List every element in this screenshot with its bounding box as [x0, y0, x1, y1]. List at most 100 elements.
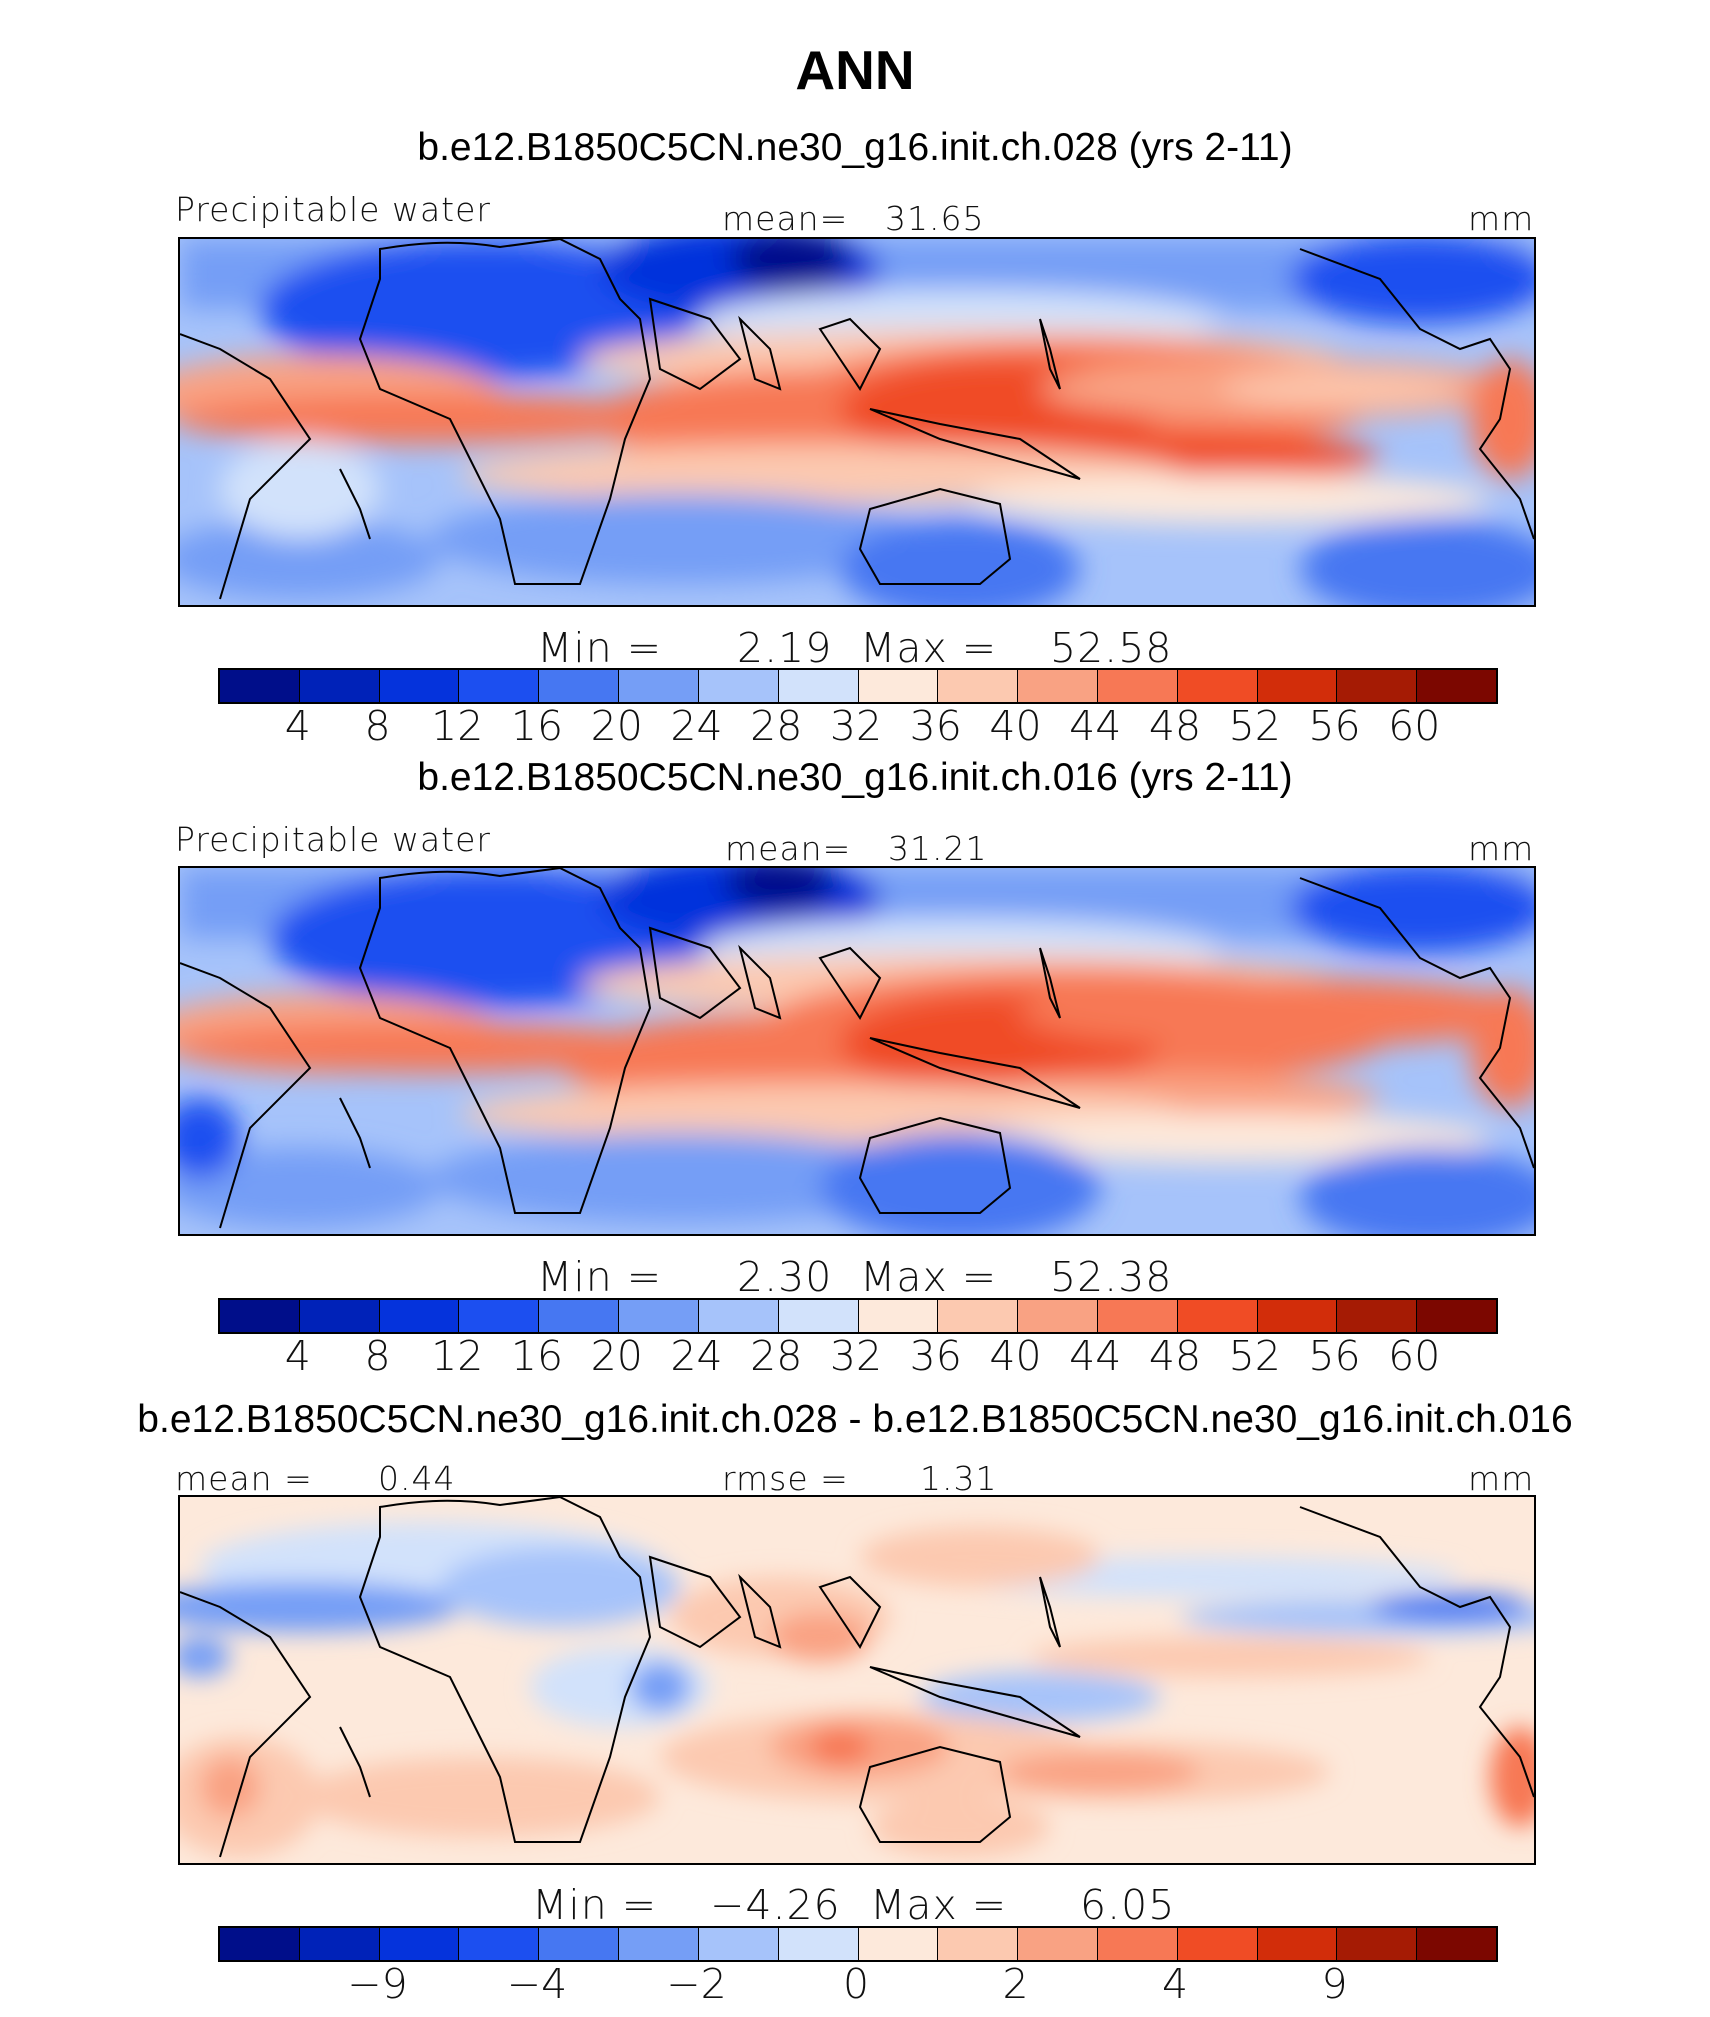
colorbar-tick-label: 44: [1069, 702, 1122, 750]
panel-2-max-label: Max =: [860, 1253, 998, 1301]
colorbar-swatch: [938, 1300, 1019, 1332]
colorbar-tick-label: 2: [1002, 1960, 1029, 2008]
colorbar-swatch: [220, 1928, 300, 1960]
colorbar-tick-label: 12: [431, 702, 484, 750]
colorbar-swatch: [220, 1300, 300, 1332]
colorbar-tick-label: 4: [284, 1332, 311, 1380]
colorbar-swatch: [698, 1928, 779, 1960]
panel-2-min-label: Min =: [537, 1253, 663, 1301]
colorbar-tick-label: 16: [510, 702, 564, 750]
panel-2-max-value: 52.38: [1050, 1253, 1173, 1301]
colorbar-tick-label: 36: [909, 1332, 962, 1380]
colorbar-swatch: [698, 1300, 779, 1332]
colorbar-tick-label: −4: [506, 1960, 568, 2008]
panel-1-colorbar: [218, 668, 1498, 704]
colorbar-swatch: [459, 1300, 540, 1332]
colorbar-swatch: [1177, 670, 1258, 702]
colorbar-swatch: [299, 1928, 380, 1960]
colorbar-swatch: [1417, 1300, 1496, 1332]
panel-1-min-label: Min =: [537, 624, 663, 672]
panel-3-max-value: 6.05: [1080, 1881, 1176, 1929]
panel-2-title: b.e12.B1850C5CN.ne30_g16.init.ch.016 (yr…: [417, 756, 1293, 799]
colorbar-tick-label: −2: [666, 1960, 727, 2008]
panel-3-colorbar: [218, 1926, 1498, 1962]
panel-2-map: [178, 866, 1536, 1236]
colorbar-tick-label: 4: [1161, 1960, 1189, 2008]
panel-3-rmse-label: rmse =: [722, 1459, 849, 1498]
panel-2-colorbar: [218, 1298, 1498, 1334]
colorbar-swatch: [1417, 670, 1496, 702]
panel-3-map: [178, 1495, 1536, 1865]
colorbar-swatch: [698, 670, 779, 702]
colorbar-swatch: [778, 1300, 859, 1332]
colorbar-swatch: [1018, 1300, 1098, 1332]
colorbar-tick-label: 44: [1069, 1332, 1122, 1380]
panel-3-min-value: −4.26: [710, 1881, 841, 1929]
panel-1-title: b.e12.B1850C5CN.ne30_g16.init.ch.028 (yr…: [417, 126, 1293, 169]
colorbar-tick-label: 52: [1228, 702, 1281, 750]
colorbar-tick-label: 52: [1228, 1332, 1281, 1380]
colorbar-swatch: [1177, 1928, 1258, 1960]
colorbar-swatch: [1097, 1300, 1178, 1332]
panel-1-field-label: Precipitable water: [175, 190, 491, 229]
colorbar-tick-label: 20: [590, 1332, 643, 1380]
panel-2-mean-value: 31.21: [888, 829, 988, 868]
panel-2-colorbar-ticks: 4 8 12 16 20 24 28 32 36 40 44 48 52 56 60: [218, 1332, 1494, 1382]
panel-1-colorbar-ticks: 4 8 12 16 20 24 28 32 36 40 44 48 52 56 60: [218, 702, 1494, 752]
colorbar-tick-label: 56: [1308, 702, 1361, 750]
colorbar-swatch: [619, 1928, 699, 1960]
panel-3-min-label: Min =: [532, 1881, 658, 1929]
panel-3-title: b.e12.B1850C5CN.ne30_g16.init.ch.028 - b…: [137, 1398, 1573, 1441]
colorbar-swatch: [778, 670, 859, 702]
panel-3-colorbar-ticks: −9 −4 −2 0 2 4 9: [218, 1960, 1494, 2010]
panel-1-min-value: 2.19: [737, 624, 833, 672]
colorbar-swatch: [1257, 1300, 1338, 1332]
panel-1-units: mm: [1468, 199, 1535, 238]
colorbar-tick-label: 48: [1148, 702, 1202, 750]
panel-3-max-label: Max =: [870, 1881, 1008, 1929]
colorbar-swatch: [1018, 670, 1098, 702]
colorbar-tick-label: 20: [590, 702, 643, 750]
colorbar-tick-label: 24: [670, 702, 723, 750]
colorbar-swatch: [1018, 1928, 1098, 1960]
colorbar-swatch: [539, 1300, 620, 1332]
colorbar-swatch: [379, 670, 460, 702]
colorbar-tick-label: 32: [829, 1332, 883, 1380]
colorbar-swatch: [459, 1928, 540, 1960]
panel-3-mean-label: mean =: [175, 1459, 313, 1498]
colorbar-swatch: [539, 1928, 620, 1960]
colorbar-tick-label: 24: [670, 1332, 723, 1380]
colorbar-swatch: [1097, 670, 1178, 702]
colorbar-tick-label: 56: [1308, 1332, 1361, 1380]
colorbar-tick-label: 40: [989, 1332, 1042, 1380]
colorbar-tick-label: 4: [284, 702, 311, 750]
panel-2-min-value: 2.30: [737, 1253, 833, 1301]
colorbar-tick-label: 60: [1388, 1332, 1441, 1380]
panel-1-max-label: Max =: [860, 624, 998, 672]
colorbar-swatch: [1177, 1300, 1258, 1332]
colorbar-tick-label: 8: [364, 1332, 391, 1380]
colorbar-tick-label: 32: [829, 702, 883, 750]
colorbar-tick-label: 36: [909, 702, 962, 750]
colorbar-swatch: [1097, 1928, 1178, 1960]
colorbar-swatch: [619, 1300, 699, 1332]
colorbar-tick-label: 48: [1148, 1332, 1202, 1380]
colorbar-tick-label: 0: [842, 1960, 870, 2008]
colorbar-swatch: [938, 1928, 1019, 1960]
main-title: ANN: [795, 39, 915, 101]
panel-1-max-value: 52.58: [1050, 624, 1173, 672]
colorbar-tick-label: 60: [1388, 702, 1441, 750]
colorbar-tick-label: 16: [510, 1332, 564, 1380]
colorbar-swatch: [778, 1928, 859, 1960]
colorbar-swatch: [858, 1928, 939, 1960]
colorbar-swatch: [938, 670, 1019, 702]
colorbar-swatch: [299, 1300, 380, 1332]
panel-2-units: mm: [1468, 829, 1535, 868]
colorbar-swatch: [1257, 670, 1338, 702]
panel-1-map: [178, 237, 1536, 607]
colorbar-tick-label: 9: [1321, 1960, 1348, 2008]
colorbar-swatch: [619, 670, 699, 702]
colorbar-swatch: [379, 1928, 460, 1960]
panel-3-mean-value: 0.44: [378, 1459, 456, 1498]
panel-2-field-label: Precipitable water: [175, 820, 491, 859]
